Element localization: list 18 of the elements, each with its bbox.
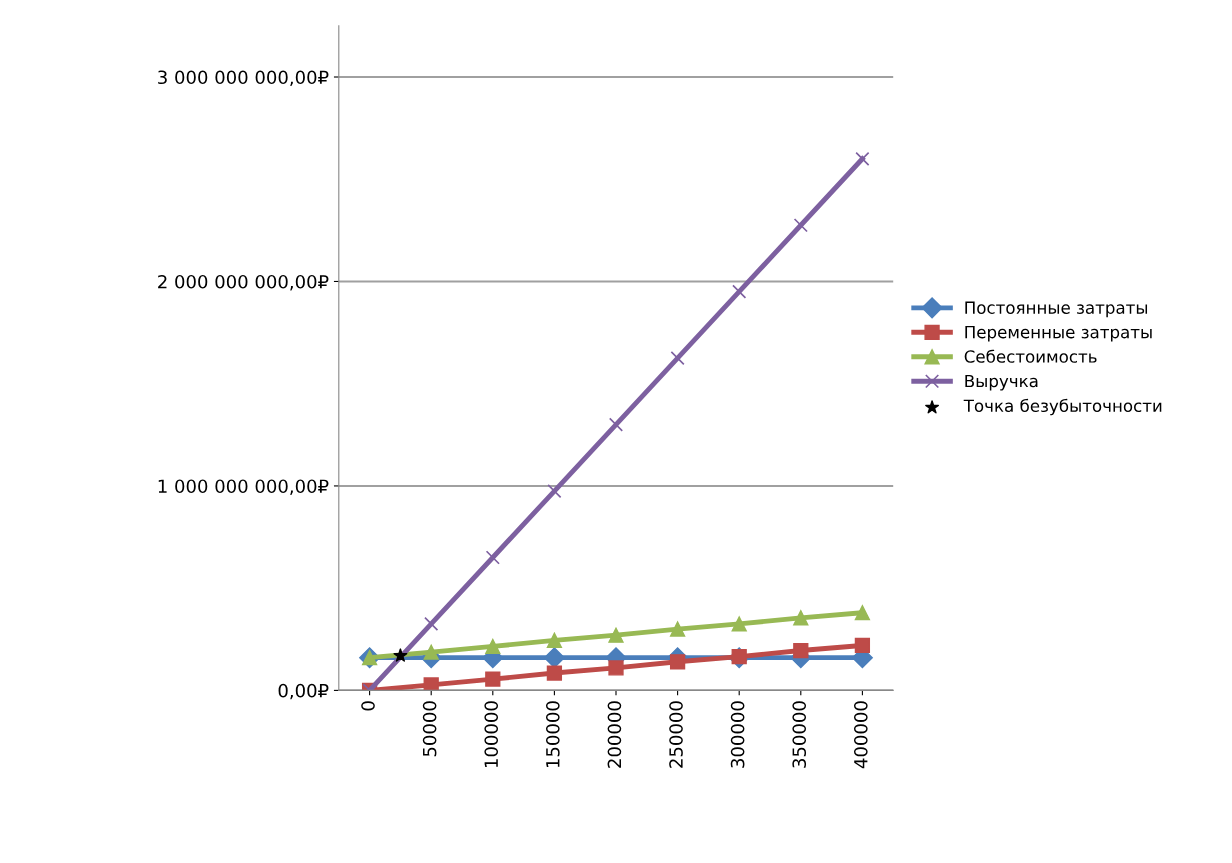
x-tick-label: 350000 xyxy=(792,701,807,768)
y-tick-label: 3 000 000 000,00₽ xyxy=(158,70,329,86)
legend-label: Постоянные затраты xyxy=(965,301,1148,318)
legend-label: Выручка xyxy=(965,374,1038,391)
y-tick-label: 1 000 000 000,00₽ xyxy=(158,479,329,495)
y-tick-label: 2 000 000 000,00₽ xyxy=(158,274,329,291)
legend-label: Точка безубыточности xyxy=(963,398,1162,416)
x-tick-label: 250000 xyxy=(669,701,683,768)
legend-label: Переменные затраты xyxy=(965,325,1152,342)
x-tick-label: 100000 xyxy=(484,701,499,768)
legend-label: Себестоимость xyxy=(964,349,1097,363)
x-tick-label: 150000 xyxy=(545,701,560,768)
x-tick-label: 300000 xyxy=(730,701,745,768)
x-tick-label: 400000 xyxy=(853,701,868,769)
x-tick-label: 50000 xyxy=(422,701,437,757)
x-tick-label: 200000 xyxy=(607,701,622,768)
y-tick-label: 0,00₽ xyxy=(278,683,329,700)
x-tick-label: 0 xyxy=(361,701,375,711)
